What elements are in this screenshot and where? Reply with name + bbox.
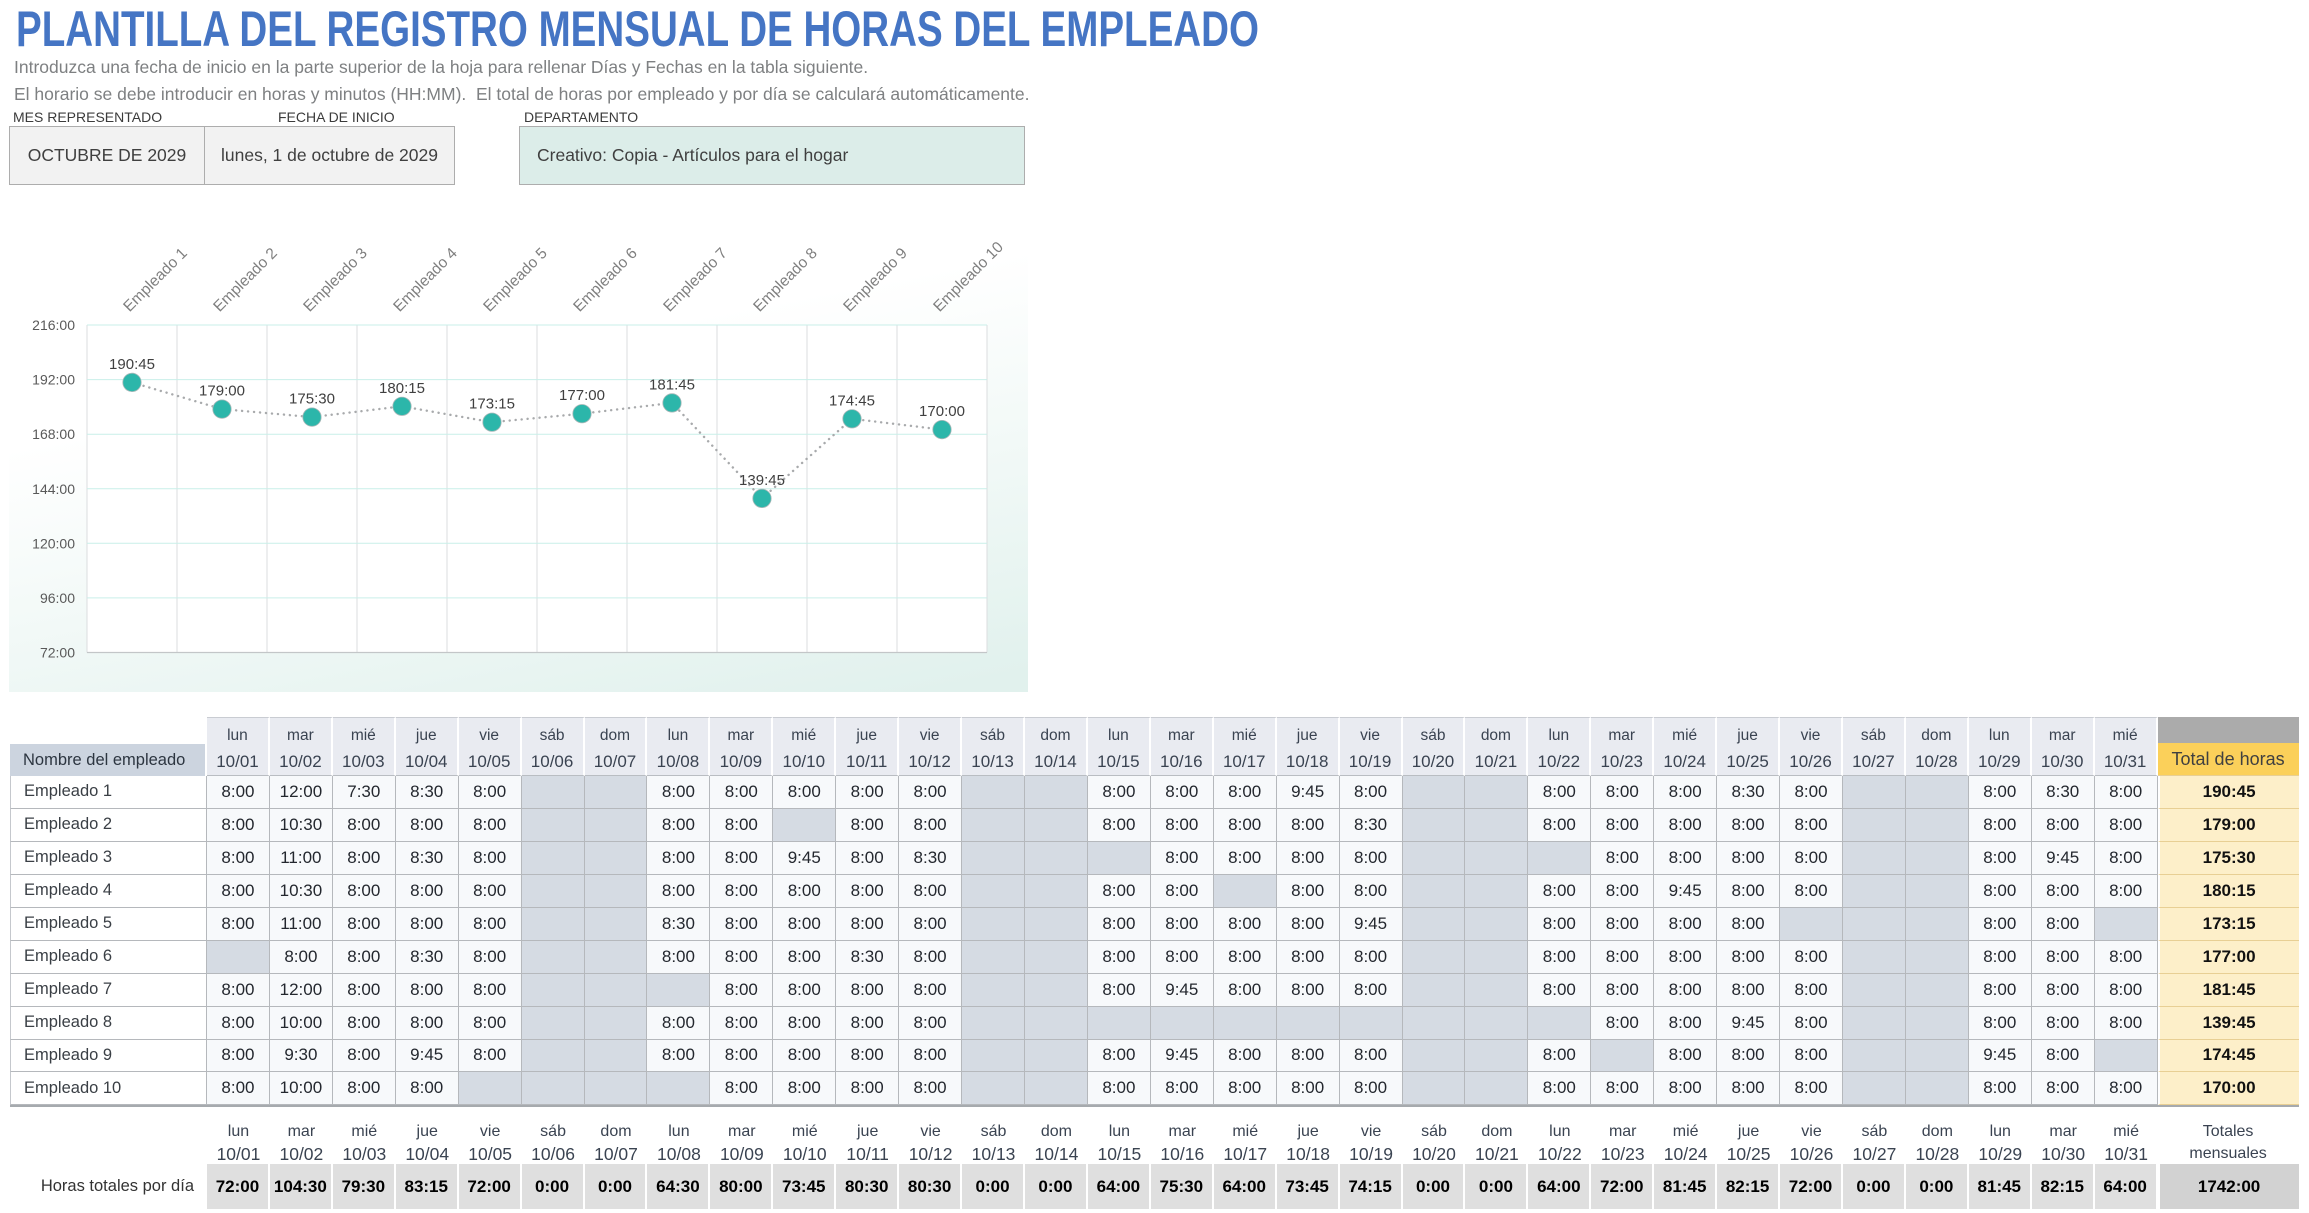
svg-text:Empleado 10: Empleado 10 [930,238,1007,315]
svg-text:180:15: 180:15 [379,380,425,397]
svg-text:190:45: 190:45 [109,356,155,373]
svg-text:174:45: 174:45 [829,392,875,409]
svg-text:96:00: 96:00 [40,590,75,606]
svg-text:Empleado 7: Empleado 7 [660,245,731,316]
svg-text:139:45: 139:45 [739,472,785,489]
svg-text:120:00: 120:00 [32,535,75,551]
svg-text:Empleado 9: Empleado 9 [840,245,911,316]
svg-text:177:00: 177:00 [559,387,605,404]
svg-text:168:00: 168:00 [32,426,75,442]
svg-text:Empleado 6: Empleado 6 [570,245,641,316]
svg-text:Empleado 1: Empleado 1 [120,245,191,316]
svg-text:144:00: 144:00 [32,481,75,497]
svg-text:179:00: 179:00 [199,383,245,400]
svg-text:192:00: 192:00 [32,372,75,388]
svg-text:175:30: 175:30 [289,391,335,408]
svg-text:216:00: 216:00 [32,317,75,333]
svg-text:72:00: 72:00 [40,645,75,661]
svg-text:Empleado 4: Empleado 4 [390,245,461,316]
svg-text:Empleado 3: Empleado 3 [300,245,371,316]
svg-text:Empleado 5: Empleado 5 [480,245,551,316]
svg-text:Empleado 2: Empleado 2 [210,245,281,316]
svg-text:181:45: 181:45 [649,376,695,393]
svg-text:173:15: 173:15 [469,396,515,413]
svg-text:170:00: 170:00 [919,403,965,420]
svg-text:Empleado 8: Empleado 8 [750,245,821,316]
